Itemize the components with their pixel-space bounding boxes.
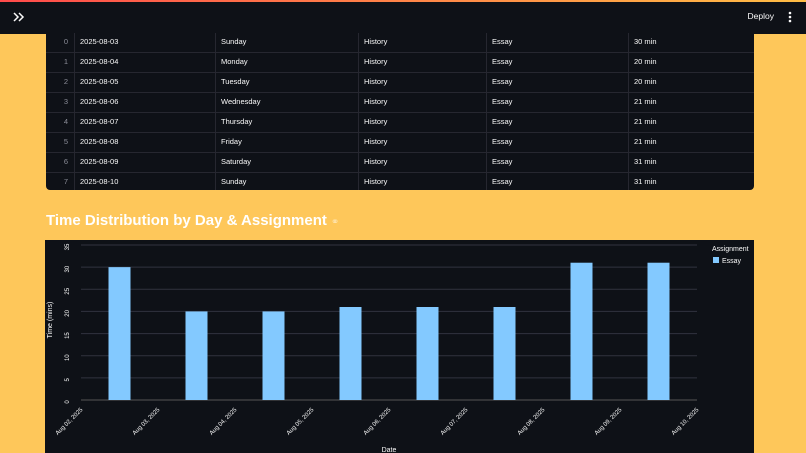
row-index-cell: 4 [63,117,68,126]
row-index-cell: 1 [63,57,68,66]
legend-swatch-essay [713,257,719,263]
x-tick-label: Aug 04, 2025 [209,407,239,437]
date-cell: 2025-08-09 [74,152,215,172]
time-cell: 30 min [628,33,754,52]
day-cell: Wednesday [215,92,358,112]
x-tick-label: Aug 06, 2025 [363,407,393,437]
assignment-cell: Essay [486,172,628,190]
assignment-cell: Essay [486,92,628,112]
bar-essay [108,267,131,400]
date-cell: 2025-08-07 [74,112,215,132]
subject-cell: History [358,52,486,72]
y-tick-label: 0 [65,400,71,404]
y-tick-label: 20 [65,309,71,316]
app-header: Deploy [0,2,806,34]
subject-cell: History [358,72,486,92]
date-cell: 2025-08-03 [74,33,215,52]
bar-essay [570,262,593,400]
subject-cell: History [358,152,486,172]
link-icon[interactable]: ⚭ [330,217,340,228]
x-axis-title: Date [382,447,397,453]
x-tick-label: Aug 10, 2025 [671,407,701,437]
day-cell: Friday [215,132,358,152]
assignment-cell: Essay [486,112,628,132]
y-tick-label: 5 [65,378,71,382]
date-cell: 2025-08-08 [74,132,215,152]
row-index-cell: 0 [63,37,68,46]
assignment-cell: Essay [486,52,628,72]
day-cell: Tuesday [215,72,358,92]
bar-essay [493,307,516,400]
y-tick-label: 30 [65,265,71,272]
bar-essay [339,307,362,400]
y-tick-label: 15 [65,332,71,339]
subject-cell: History [358,132,486,152]
day-cell: Sunday [215,172,358,190]
day-cell: Sunday [215,33,358,52]
assignment-cell: Essay [486,72,628,92]
assignment-cell: Essay [486,152,628,172]
time-cell: 21 min [628,132,754,152]
table-row[interactable]: 5 2025-08-08 Friday History Essay 21 min [46,132,754,153]
table-row[interactable]: 1 2025-08-04 Monday History Essay 20 min [46,52,754,73]
table-row[interactable]: 0 2025-08-03 Sunday History Essay 30 min [46,33,754,53]
x-tick-label: Aug 07, 2025 [440,407,470,437]
row-index-cell: 6 [63,157,68,166]
x-tick-label: Aug 03, 2025 [132,407,162,437]
x-tick-label: Aug 09, 2025 [594,407,624,437]
table-row[interactable]: 6 2025-08-09 Saturday History Essay 31 min [46,152,754,173]
bar-chart[interactable]: 0 5 10 15 20 25 30 35 Aug 02, 2025 Aug 03, 2025 Au… [45,240,754,453]
legend-title: Assignment [712,246,749,253]
table-row[interactable]: 2 2025-08-05 Tuesday History Essay 20 min [46,72,754,93]
time-cell: 20 min [628,72,754,92]
row-index-cell: 2 [63,77,68,86]
subject-cell: History [358,33,486,52]
data-table[interactable]: 0 2025-08-03 Sunday History Essay 30 min 1 2025… [46,33,754,190]
more-menu-icon[interactable] [786,10,794,24]
day-cell: Monday [215,52,358,72]
date-cell: 2025-08-06 [74,92,215,112]
expand-sidebar-icon[interactable] [12,10,26,24]
day-cell: Thursday [215,112,358,132]
bar-essay [262,311,285,400]
day-cell: Saturday [215,152,358,172]
bar-essay [185,311,208,400]
top-decoration-bar [0,0,806,2]
deploy-button[interactable]: Deploy [747,11,774,21]
date-cell: 2025-08-10 [74,172,215,190]
time-cell: 31 min [628,152,754,172]
y-axis-title: Time (mins) [47,302,54,339]
subject-cell: History [358,92,486,112]
y-tick-label: 10 [65,354,71,361]
x-tick-label: Aug 08, 2025 [517,407,547,437]
section-title: Time Distribution by Day & Assignment ⚭ [46,212,339,229]
bar-essay [647,262,670,400]
assignment-cell: Essay [486,33,628,52]
x-tick-label: Aug 02, 2025 [55,407,85,437]
assignment-cell: Essay [486,132,628,152]
time-cell: 21 min [628,92,754,112]
row-index-cell: 5 [63,137,68,146]
subject-cell: History [358,112,486,132]
row-index-cell: 7 [63,177,68,186]
legend-label-essay: Essay [722,258,742,265]
y-tick-label: 25 [65,287,71,294]
table-row[interactable]: 7 2025-08-10 Sunday History Essay 31 min [46,172,754,190]
y-tick-label: 35 [65,243,71,250]
time-cell: 20 min [628,52,754,72]
date-cell: 2025-08-05 [74,72,215,92]
date-cell: 2025-08-04 [74,52,215,72]
table-row[interactable]: 3 2025-08-06 Wednesday History Essay 21 min [46,92,754,113]
table-row[interactable]: 4 2025-08-07 Thursday History Essay 21 min [46,112,754,133]
row-index-cell: 3 [63,97,68,106]
subject-cell: History [358,172,486,190]
section-title-text: Time Distribution by Day & Assignment [46,212,327,229]
time-cell: 21 min [628,112,754,132]
time-cell: 31 min [628,172,754,190]
chart-svg: 0 5 10 15 20 25 30 35 Aug 02, 2025 Aug 03, 2025 Au… [47,243,749,453]
x-tick-label: Aug 05, 2025 [286,407,316,437]
bar-essay [416,307,439,400]
